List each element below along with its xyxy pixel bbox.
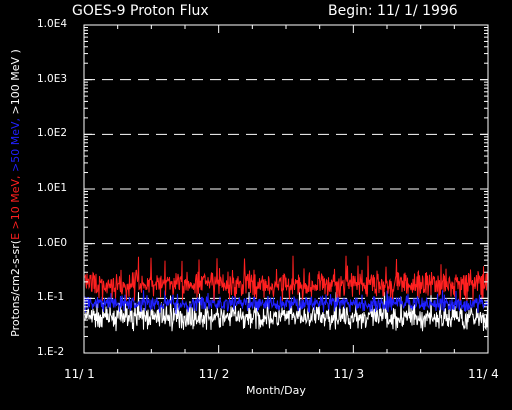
series-line-50MeVmev [84, 290, 488, 314]
y-axis-label-part: E >10 MeV, [9, 175, 22, 240]
y-axis-label-prefix: Protons/cm2-s-sr( [9, 239, 22, 337]
y-tick-label: 1.0E0 [37, 236, 68, 249]
chart-title: GOES-9 Proton Flux [72, 3, 209, 19]
y-tick-label: 1.0E2 [37, 127, 68, 140]
series-line-10MeVmev [84, 255, 488, 301]
series-line-100MeVmev [84, 292, 488, 332]
y-tick-label: 1.0E1 [37, 182, 68, 194]
axes [83, 24, 489, 354]
y-axis-label: Protons/cm2-s-sr(E >10 MeV, >50 MeV, >10… [9, 13, 23, 373]
y-axis-label-part: >50 MeV, [9, 117, 22, 176]
x-axis-label: Month/Day [246, 384, 306, 397]
y-axis-label-part: >100 MeV ) [9, 49, 22, 118]
y-tick-label: 1.0E4 [37, 18, 68, 30]
grid-lines [84, 79, 488, 299]
series-layer [84, 255, 488, 332]
y-tick-label: 1.E-1 [37, 291, 65, 304]
x-tick-label: 11/ 4 [468, 367, 499, 381]
x-tick-label: 11/ 1 [64, 367, 95, 381]
x-tick-label: 11/ 2 [198, 367, 230, 381]
begin-date: Begin: 11/ 1/ 1996 [328, 3, 458, 19]
x-tick-label: 11/ 3 [333, 367, 365, 381]
y-tick-label: 1.E-2 [37, 346, 65, 358]
y-tick-label: 1.0E3 [37, 72, 68, 85]
